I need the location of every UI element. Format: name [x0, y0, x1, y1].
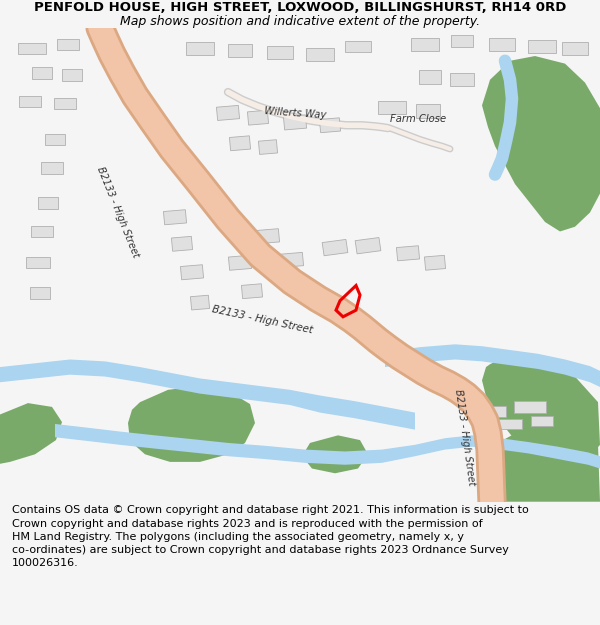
Bar — [172, 236, 193, 251]
Bar — [419, 70, 441, 84]
Bar — [228, 44, 252, 57]
Bar — [38, 198, 58, 209]
Polygon shape — [128, 386, 255, 462]
Bar — [163, 210, 187, 225]
Bar — [397, 246, 419, 261]
Bar — [247, 110, 269, 125]
Bar — [30, 288, 50, 299]
Bar — [494, 419, 522, 429]
Bar — [57, 39, 79, 51]
Bar — [217, 106, 239, 121]
Bar — [474, 406, 506, 418]
Bar — [229, 255, 251, 270]
Bar — [378, 101, 406, 114]
Bar — [489, 38, 515, 51]
Bar — [256, 229, 280, 244]
Bar — [451, 35, 473, 46]
Bar — [190, 295, 209, 310]
Bar — [259, 140, 278, 154]
Polygon shape — [482, 352, 600, 462]
Text: Contains OS data © Crown copyright and database right 2021. This information is : Contains OS data © Crown copyright and d… — [12, 506, 529, 568]
Bar — [19, 96, 41, 108]
Bar — [514, 401, 546, 412]
Polygon shape — [385, 344, 600, 387]
Bar — [45, 134, 65, 145]
Bar — [283, 115, 307, 130]
Bar — [411, 38, 439, 51]
Text: Map shows position and indicative extent of the property.: Map shows position and indicative extent… — [120, 15, 480, 28]
Text: Willerts Way: Willerts Way — [264, 106, 326, 120]
Bar — [531, 416, 553, 426]
Bar — [267, 46, 293, 59]
Bar — [280, 253, 304, 268]
Bar — [528, 40, 556, 53]
Bar — [424, 256, 446, 270]
Bar — [229, 136, 251, 151]
Polygon shape — [55, 424, 600, 469]
Polygon shape — [0, 359, 415, 429]
Bar — [41, 162, 63, 174]
Bar — [322, 239, 348, 256]
Text: B2133 - High Street: B2133 - High Street — [211, 304, 313, 335]
Text: B2133 - High Street: B2133 - High Street — [453, 389, 477, 486]
Text: B2133 - High Street: B2133 - High Street — [95, 166, 141, 259]
Bar — [181, 265, 203, 280]
Bar — [54, 98, 76, 109]
Text: Farm Close: Farm Close — [390, 114, 446, 124]
Polygon shape — [482, 56, 600, 231]
Polygon shape — [488, 428, 600, 502]
Text: PENFOLD HOUSE, HIGH STREET, LOXWOOD, BILLINGSHURST, RH14 0RD: PENFOLD HOUSE, HIGH STREET, LOXWOOD, BIL… — [34, 1, 566, 14]
Bar — [319, 118, 341, 132]
Bar — [450, 73, 474, 86]
Bar — [18, 42, 46, 54]
Bar — [345, 41, 371, 52]
Bar — [31, 226, 53, 237]
Bar — [241, 284, 263, 299]
Polygon shape — [0, 403, 62, 464]
Bar — [562, 42, 588, 55]
Polygon shape — [302, 436, 368, 473]
Bar — [416, 104, 440, 118]
Bar — [186, 42, 214, 55]
Bar — [62, 69, 82, 81]
Bar — [355, 238, 381, 254]
Bar — [306, 48, 334, 61]
Bar — [32, 68, 52, 79]
Bar — [26, 257, 50, 269]
